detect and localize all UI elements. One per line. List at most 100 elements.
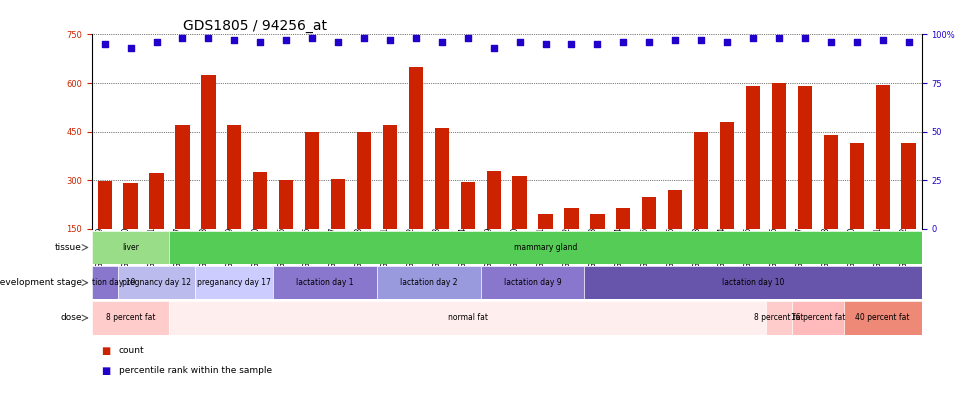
- Point: [719, 39, 734, 45]
- Bar: [538, 214, 553, 277]
- Text: GSM96218: GSM96218: [200, 227, 208, 268]
- Text: GSM96210: GSM96210: [510, 227, 519, 268]
- Bar: [849, 143, 864, 277]
- Point: [227, 37, 242, 43]
- Text: 8 percent fat: 8 percent fat: [755, 313, 804, 322]
- Bar: [92, 231, 170, 264]
- Bar: [875, 85, 890, 277]
- Point: [330, 39, 345, 45]
- Text: lactation day 1: lactation day 1: [296, 278, 354, 287]
- Text: lactation day 9: lactation day 9: [504, 278, 562, 287]
- Bar: [434, 128, 449, 277]
- Bar: [746, 86, 760, 277]
- Bar: [409, 67, 423, 277]
- Bar: [279, 180, 293, 277]
- Point: [745, 35, 760, 42]
- Text: GSM96227: GSM96227: [329, 227, 338, 268]
- Text: GSM96207: GSM96207: [796, 227, 805, 268]
- Point: [356, 35, 372, 42]
- Bar: [92, 266, 118, 299]
- Bar: [486, 171, 501, 277]
- Text: GSM96222: GSM96222: [407, 227, 416, 268]
- Text: GSM96228: GSM96228: [355, 227, 364, 268]
- Point: [797, 35, 813, 42]
- Text: GSM96225: GSM96225: [277, 227, 287, 268]
- Text: count: count: [119, 346, 145, 355]
- Text: GSM96223: GSM96223: [432, 227, 442, 268]
- Text: development stage: development stage: [0, 278, 82, 287]
- Text: GSM96215: GSM96215: [640, 227, 649, 268]
- Point: [123, 45, 138, 51]
- Bar: [150, 173, 164, 277]
- Text: GSM96224: GSM96224: [458, 227, 468, 268]
- Point: [279, 37, 294, 43]
- Text: GSM96209: GSM96209: [484, 227, 494, 268]
- Bar: [176, 125, 189, 277]
- Text: lactation day 10: lactation day 10: [722, 278, 785, 287]
- Text: GSM96219: GSM96219: [225, 227, 234, 268]
- Text: GSM96217: GSM96217: [174, 227, 182, 268]
- Bar: [377, 266, 481, 299]
- Text: GSM96204: GSM96204: [718, 227, 727, 268]
- Bar: [195, 266, 273, 299]
- Text: GSM96212: GSM96212: [563, 227, 571, 268]
- Text: GSM96216: GSM96216: [666, 227, 675, 268]
- Point: [616, 39, 631, 45]
- Point: [849, 39, 865, 45]
- Bar: [124, 183, 138, 277]
- Text: GSM96220: GSM96220: [251, 227, 261, 268]
- Bar: [668, 190, 682, 277]
- Text: GSM96226: GSM96226: [303, 227, 312, 268]
- Text: preganancy day 17: preganancy day 17: [198, 278, 271, 287]
- Bar: [97, 181, 112, 277]
- Text: GDS1805 / 94256_at: GDS1805 / 94256_at: [183, 19, 327, 33]
- Text: percentile rank within the sample: percentile rank within the sample: [119, 367, 272, 375]
- Point: [149, 39, 164, 45]
- Text: GSM96213: GSM96213: [589, 227, 597, 268]
- Point: [694, 37, 709, 43]
- Bar: [305, 132, 319, 277]
- Bar: [202, 75, 215, 277]
- Text: lactation day 2: lactation day 2: [400, 278, 457, 287]
- Bar: [585, 266, 922, 299]
- Text: GSM96205: GSM96205: [744, 227, 753, 268]
- Text: GSM96200: GSM96200: [847, 227, 857, 268]
- Point: [486, 45, 502, 51]
- Text: GSM96202: GSM96202: [899, 227, 909, 268]
- Bar: [720, 122, 734, 277]
- Point: [642, 39, 657, 45]
- Text: GSM96203: GSM96203: [692, 227, 702, 268]
- Text: lactation day 10: lactation day 10: [73, 278, 136, 287]
- Point: [590, 41, 605, 47]
- Point: [668, 37, 683, 43]
- Text: GSM96230: GSM96230: [122, 227, 130, 268]
- Bar: [766, 301, 792, 335]
- Point: [564, 41, 579, 47]
- Bar: [772, 83, 786, 277]
- Point: [511, 39, 527, 45]
- Text: 40 percent fat: 40 percent fat: [855, 313, 910, 322]
- Text: tissue: tissue: [55, 243, 82, 252]
- Bar: [170, 301, 766, 335]
- Bar: [617, 209, 630, 277]
- Point: [771, 35, 786, 42]
- Point: [538, 41, 553, 47]
- Bar: [460, 183, 475, 277]
- Point: [901, 39, 917, 45]
- Text: normal fat: normal fat: [448, 313, 487, 322]
- Text: ■: ■: [101, 366, 111, 376]
- Text: pregnancy day 12: pregnancy day 12: [122, 278, 191, 287]
- Point: [304, 35, 319, 42]
- Text: GSM96211: GSM96211: [537, 227, 545, 268]
- Bar: [694, 132, 708, 277]
- Text: GSM96206: GSM96206: [770, 227, 779, 268]
- Text: ■: ■: [101, 346, 111, 356]
- Text: GSM96221: GSM96221: [381, 227, 390, 268]
- Text: 8 percent fat: 8 percent fat: [106, 313, 155, 322]
- Text: GSM96214: GSM96214: [615, 227, 623, 268]
- Bar: [792, 301, 843, 335]
- Bar: [227, 125, 241, 277]
- Bar: [383, 125, 397, 277]
- Point: [434, 39, 450, 45]
- Bar: [273, 266, 377, 299]
